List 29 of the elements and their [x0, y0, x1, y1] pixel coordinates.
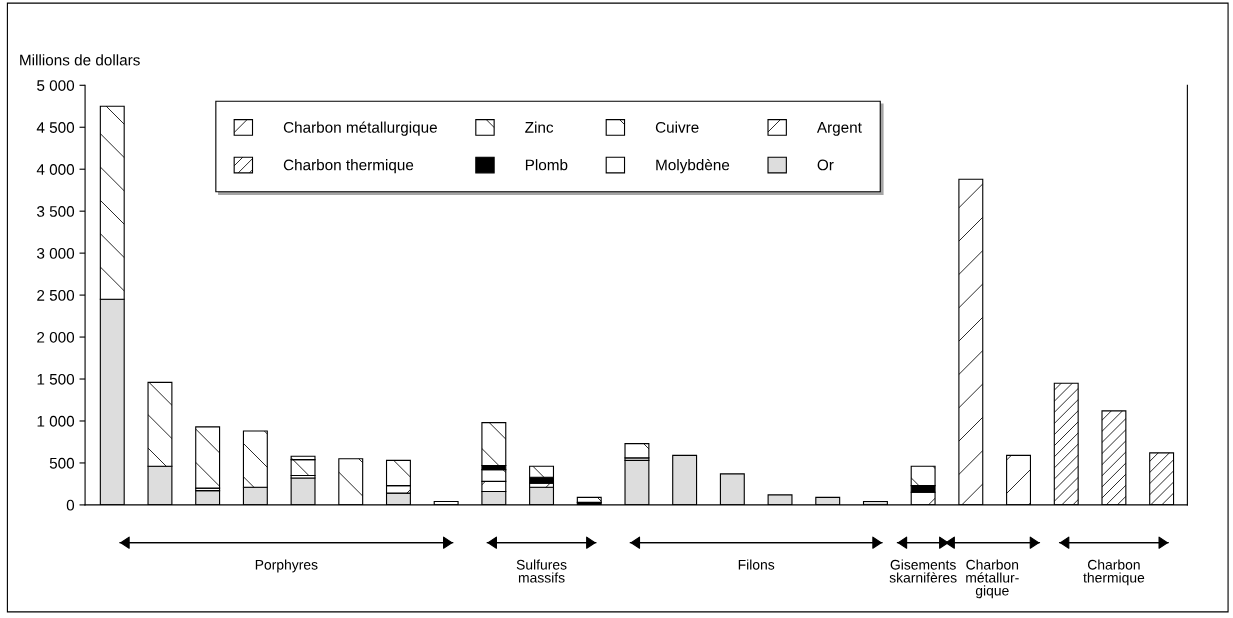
y-tick-label: 5 000: [37, 80, 75, 91]
y-axis-title: Millions de dollars: [20, 54, 140, 66]
y-tick-label: 2 500: [37, 289, 75, 301]
legend-label: Cuivre: [655, 121, 699, 133]
bar: [481, 422, 507, 467]
y-tick-label: 1 500: [37, 373, 75, 385]
legend-label: Charbon thermique: [283, 159, 414, 174]
legend-label: Charbon métallurgique: [283, 121, 437, 136]
text: Porphyres: [255, 559, 318, 573]
y-tick-label: 1 000: [37, 415, 75, 427]
text: Gisements skarnifères: [889, 559, 957, 583]
legend-label: Molybdène: [656, 158, 730, 174]
bar: [195, 426, 221, 489]
legend-label: Plomb: [525, 159, 568, 171]
text: Charbon métallur- gique: [966, 559, 1019, 599]
y-tick-label: 0: [66, 499, 75, 511]
legend-label: Argent: [816, 122, 862, 136]
y-tick-label: 500: [49, 457, 75, 469]
text: Charbon thermique: [1083, 559, 1145, 586]
y-tick-label: 4 000: [36, 164, 75, 175]
bar: [290, 459, 316, 477]
text: Sulfures massifs: [516, 559, 567, 583]
text: Filons: [738, 559, 775, 570]
y-tick-label: 3 500: [37, 206, 75, 217]
y-tick-label: 4 500: [36, 122, 75, 133]
y-tick-label: 3 000: [37, 248, 75, 259]
legend-label: Zinc: [525, 121, 554, 133]
legend-label: Or: [817, 159, 834, 171]
y-tick-label: 2 000: [37, 331, 75, 343]
